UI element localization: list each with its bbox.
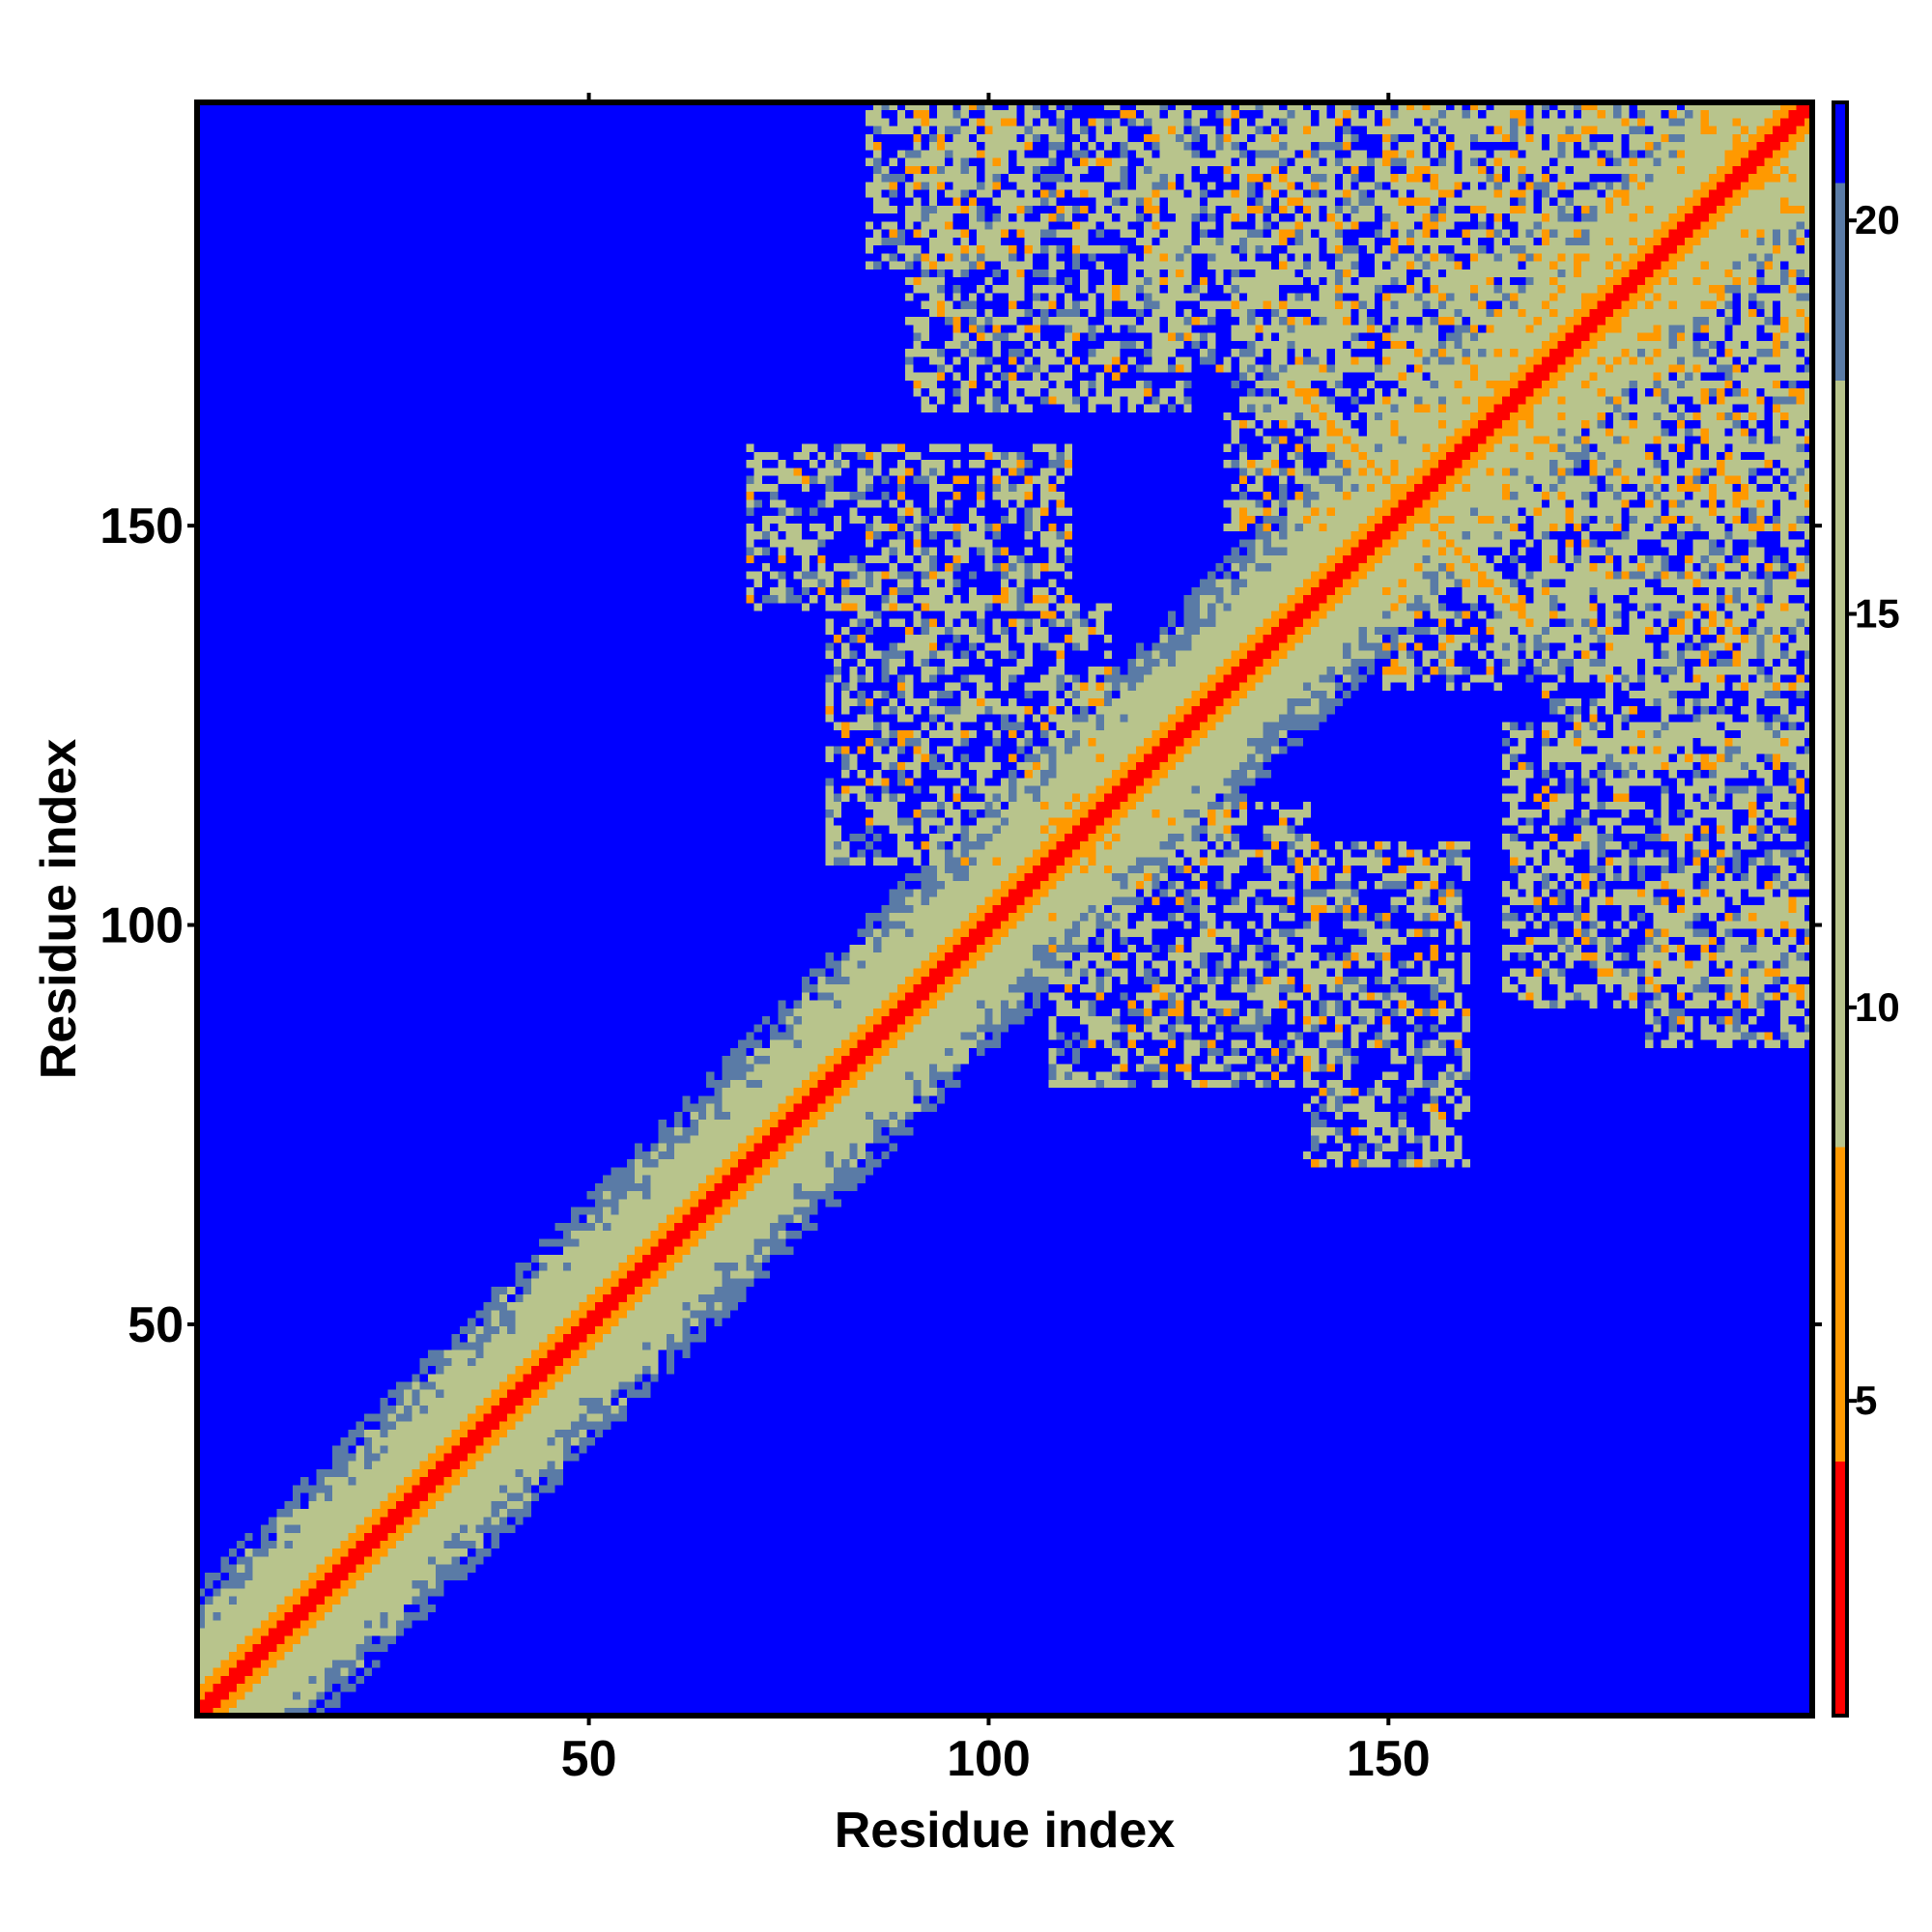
y-axis-label: Residue index (31, 739, 87, 1080)
x-tick-label: 50 (561, 1731, 617, 1787)
contact-map-heatmap (197, 102, 1812, 1716)
x-tick-label: 150 (1347, 1731, 1431, 1787)
x-axis-label: Residue index (835, 1803, 1176, 1859)
colorbar-tick-label: 10 (1855, 984, 1900, 1030)
axis-ticks: 50 100 150 50 100 150 5 10 15 20 (99, 93, 1900, 1787)
y-tick-label: 100 (99, 898, 184, 954)
y-tick-label: 50 (128, 1297, 184, 1353)
plot-frame (194, 99, 1815, 1719)
x-tick-label: 100 (947, 1731, 1031, 1787)
colorbar-tick-label: 20 (1855, 197, 1900, 242)
colorbar-tick-label: 5 (1855, 1378, 1877, 1423)
colorbar-gradient (1833, 102, 1847, 1716)
y-tick-label: 150 (99, 498, 184, 554)
colorbar-frame (1832, 100, 1849, 1718)
colorbar-tick-label: 15 (1855, 591, 1900, 637)
